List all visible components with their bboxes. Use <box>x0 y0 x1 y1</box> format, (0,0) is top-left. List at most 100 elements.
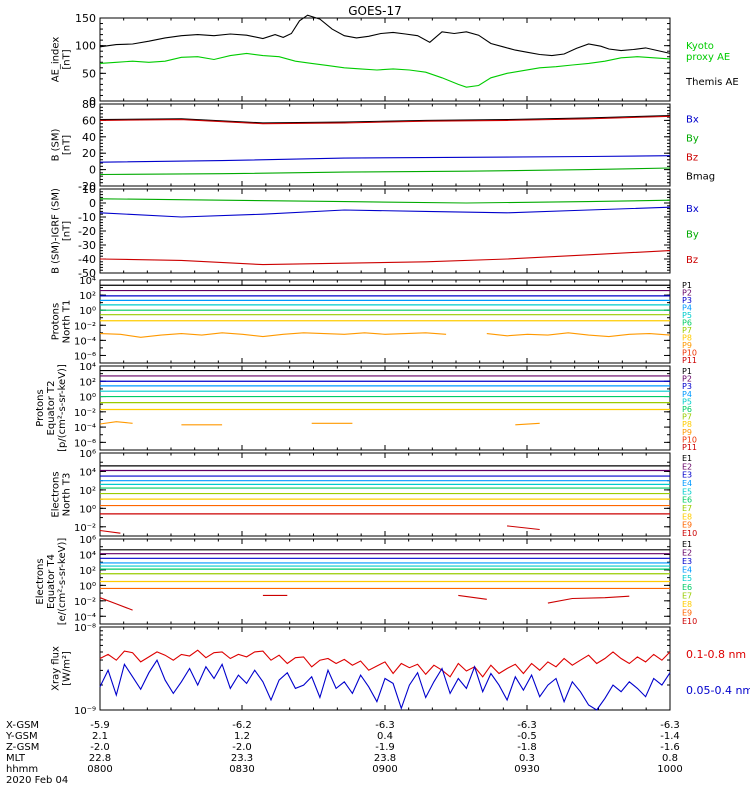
y-tick-label: 10⁴ <box>79 276 96 287</box>
table-cell: 23.8 <box>374 753 396 764</box>
table-cell: 0900 <box>372 764 397 775</box>
series-line <box>99 155 671 163</box>
series-line <box>515 422 540 426</box>
y-tick-label: 0 <box>89 95 96 108</box>
y-tick-label: -20 <box>78 180 96 193</box>
legend-label: P6 <box>682 405 692 414</box>
legend-label: P5 <box>682 311 692 320</box>
y-tick-label: 10⁶ <box>79 535 96 546</box>
legend-label: P2 <box>682 375 692 384</box>
legend-label: E10 <box>682 617 697 626</box>
table-cell: 0.3 <box>519 753 535 764</box>
y-tick-label: 10⁻² <box>74 523 96 534</box>
y-tick-label: 10⁻⁹ <box>74 706 96 717</box>
legend-label: E8 <box>682 512 692 521</box>
legend-label: P4 <box>682 390 692 399</box>
legend-label: E1 <box>682 454 692 463</box>
y-axis-label: AE_index <box>51 37 62 83</box>
table-cell: 0830 <box>229 764 254 775</box>
table-cell: -1.8 <box>517 742 537 753</box>
legend-label: Bmag <box>686 172 715 183</box>
legend-label: E8 <box>682 600 692 609</box>
table-cell: -2.0 <box>90 742 110 753</box>
legend-label: E10 <box>682 529 697 538</box>
y-tick-label: 10⁻⁶ <box>74 351 96 362</box>
table-cell: 1000 <box>657 764 682 775</box>
y-tick-label: 10⁻⁴ <box>74 336 96 347</box>
series-line <box>99 52 671 88</box>
legend-label: E2 <box>682 462 692 471</box>
table-cell: 0.8 <box>662 753 678 764</box>
series-line <box>458 594 487 600</box>
series-line <box>99 14 671 57</box>
legend-label: E5 <box>682 574 692 583</box>
table-cell: 1.2 <box>234 731 250 742</box>
legend-label: P2 <box>682 289 692 298</box>
table-cell: -1.4 <box>660 731 680 742</box>
y-tick-label: -50 <box>78 267 96 280</box>
legend-label: proxy AE <box>686 52 730 63</box>
series-line <box>99 659 671 711</box>
table-row-label: X-GSM <box>6 720 39 731</box>
y-axis-label: [nT] <box>62 135 73 155</box>
y-axis-label: [nT] <box>62 221 73 241</box>
legend-label: P9 <box>682 341 692 350</box>
table-cell: 0930 <box>514 764 539 775</box>
y-tick-label: -10 <box>78 211 96 224</box>
legend-label: Kyoto <box>686 41 714 52</box>
legend-label: E2 <box>682 549 692 558</box>
y-tick-label: -30 <box>78 239 96 252</box>
y-tick-label: 10⁰ <box>79 504 96 515</box>
legend-label: P11 <box>682 356 697 365</box>
table-cell: 0800 <box>87 764 112 775</box>
y-axis-label: North T3 <box>62 473 73 517</box>
legend-label: E9 <box>682 608 692 617</box>
legend-label: By <box>686 230 699 241</box>
y-tick-label: 10⁴ <box>79 467 96 478</box>
y-tick-label: 50 <box>82 67 96 80</box>
y-axis-label: B (SM) <box>51 128 62 161</box>
legend-label: P10 <box>682 435 697 444</box>
legend-label: Bx <box>686 204 699 215</box>
legend-label: P5 <box>682 397 692 406</box>
table-row-label: hhmm <box>6 764 38 775</box>
panel-bsm: -20 0 20 40 60 80 B (SM) [nT] Bx By Bz Bmag <box>51 98 716 193</box>
legend-label: P3 <box>682 382 692 391</box>
series-line <box>99 115 671 125</box>
y-tick-label: 10⁻² <box>74 597 96 608</box>
panel-xray: 10⁻⁸ 10⁻⁹ Xray flux [W/m²] 0.1-0.8 nm 0.05-0.… <box>51 623 750 717</box>
y-tick-label: 20 <box>82 147 96 160</box>
series-line <box>99 529 121 534</box>
panel-frame <box>99 365 671 451</box>
table-cell: 2.1 <box>92 731 108 742</box>
y-axis-label: Protons <box>51 303 62 340</box>
y-axis-label: [e/(cm²-s-sr-keV)] <box>57 538 68 626</box>
legend-label: P8 <box>682 420 692 429</box>
series-line <box>99 167 671 176</box>
legend-label: E3 <box>682 557 692 566</box>
table-row-label: Y-GSM <box>5 731 38 742</box>
table-row-label: 2020 Feb 04 <box>6 775 68 786</box>
table-cell: -0.5 <box>517 731 537 742</box>
table-row-label: Z-GSM <box>6 742 39 753</box>
legend-label: 0.1-0.8 nm <box>686 648 746 661</box>
y-tick-label: 10⁻⁴ <box>74 423 96 434</box>
legend-label: P7 <box>682 326 692 335</box>
legend-label: P6 <box>682 319 692 328</box>
y-tick-label: 10⁻⁴ <box>74 612 96 623</box>
table-cell: -6.3 <box>660 720 680 731</box>
table-cell: 0.4 <box>377 731 393 742</box>
y-tick-label: 10⁰ <box>79 581 96 592</box>
y-tick-label: 10² <box>79 291 96 302</box>
y-axis-label: North T1 <box>62 300 73 344</box>
legend-label: E1 <box>682 540 692 549</box>
y-tick-label: 10⁻² <box>74 408 96 419</box>
legend-label: P1 <box>682 367 692 376</box>
table-cell: -6.3 <box>517 720 537 731</box>
y-tick-label: 10⁻⁸ <box>74 623 96 634</box>
